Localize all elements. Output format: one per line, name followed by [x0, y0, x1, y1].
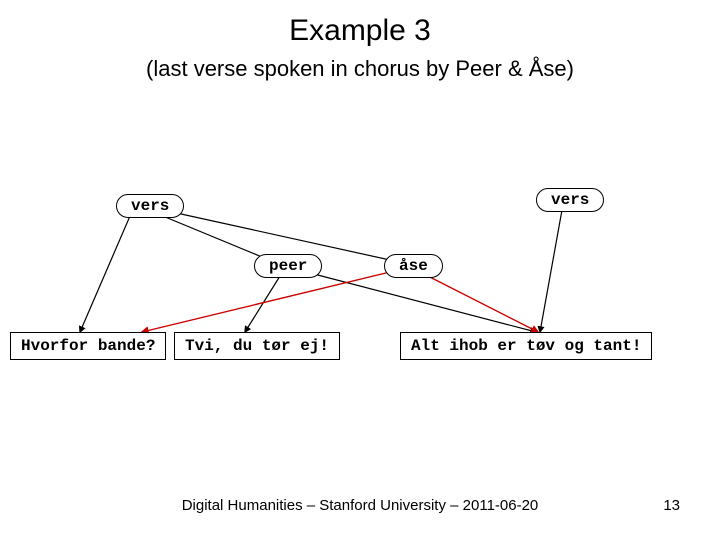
node-ase: åse: [384, 254, 443, 278]
node-peer: peer: [254, 254, 322, 278]
leaf-hvorfor-bande: Hvorfor bande?: [10, 332, 166, 360]
page-number: 13: [663, 497, 680, 514]
leaf-tvi-du-tor-ej: Tvi, du tør ej!: [174, 332, 340, 360]
leaf-alt-ihob: Alt ihob er tøv og tant!: [400, 332, 652, 360]
node-vers-left: vers: [116, 194, 184, 218]
footer-text: Digital Humanities – Stanford University…: [0, 497, 720, 514]
node-vers-right: vers: [536, 188, 604, 212]
tree-nodes-layer: vers vers peer åse Hvorfor bande? Tvi, d…: [0, 0, 720, 540]
